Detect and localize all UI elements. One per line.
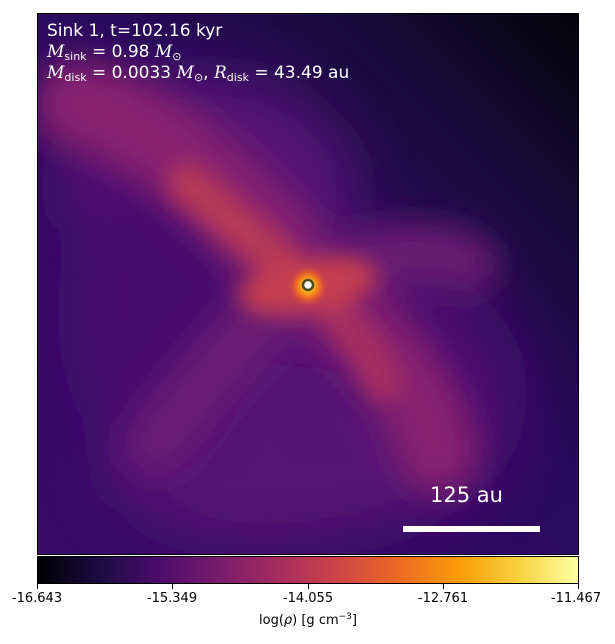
separator: , xyxy=(203,63,214,83)
colorbar-tick xyxy=(172,584,173,589)
colorbar-tick-label: -14.055 xyxy=(282,591,334,606)
sink-marker xyxy=(301,278,315,292)
sink-mass-label: Msink = 0.98 M⊙ xyxy=(47,42,182,67)
cb-label-units: ) [g cm xyxy=(292,613,339,628)
colorbar-tick-label: -16.643 xyxy=(11,591,63,606)
colorbar-tick-label: -11.467 xyxy=(550,591,602,606)
cb-label-exp: −3 xyxy=(338,612,352,622)
sink-title-text: Sink 1, t=102.16 kyr xyxy=(47,21,223,41)
scalebar-label: 125 au xyxy=(430,483,503,507)
colorbar-tick-label: -15.349 xyxy=(146,591,198,606)
cb-label-rho: ρ xyxy=(283,613,293,628)
scalebar xyxy=(403,526,540,532)
colorbar-tick xyxy=(443,584,444,589)
density-image xyxy=(37,13,579,555)
r-disk-value: = 43.49 au xyxy=(248,63,350,83)
m-sink-symbol: M xyxy=(47,42,65,62)
r-disk-symbol: R xyxy=(213,63,227,83)
density-map xyxy=(38,14,578,554)
sun-sub: ⊙ xyxy=(172,50,182,63)
m-sun-symbol: M xyxy=(154,42,173,62)
disk-label: Mdisk = 0.0033 M⊙, Rdisk = 43.49 au xyxy=(47,63,349,88)
m-disk-value: = 0.0033 xyxy=(86,63,177,83)
colorbar-tick xyxy=(578,584,579,589)
m-disk-sub: disk xyxy=(64,71,87,84)
m-sun-symbol-2: M xyxy=(176,63,194,83)
colorbar-tick xyxy=(308,584,309,589)
sink-title: Sink 1, t=102.16 kyr xyxy=(47,21,222,42)
m-sink-value: = 0.98 xyxy=(86,42,155,62)
cb-label-suffix: ] xyxy=(351,613,357,628)
r-disk-sub: disk xyxy=(226,71,249,84)
m-sink-sub: sink xyxy=(64,50,87,63)
colorbar-label: log(ρ) [g cm−3] xyxy=(259,612,357,628)
colorbar xyxy=(37,556,579,584)
sun-sub-2: ⊙ xyxy=(193,71,204,84)
m-disk-symbol: M xyxy=(47,63,65,83)
cb-label-prefix: log( xyxy=(259,613,284,628)
colorbar-tick-label: -12.761 xyxy=(417,591,469,606)
colorbar-tick xyxy=(37,584,38,589)
